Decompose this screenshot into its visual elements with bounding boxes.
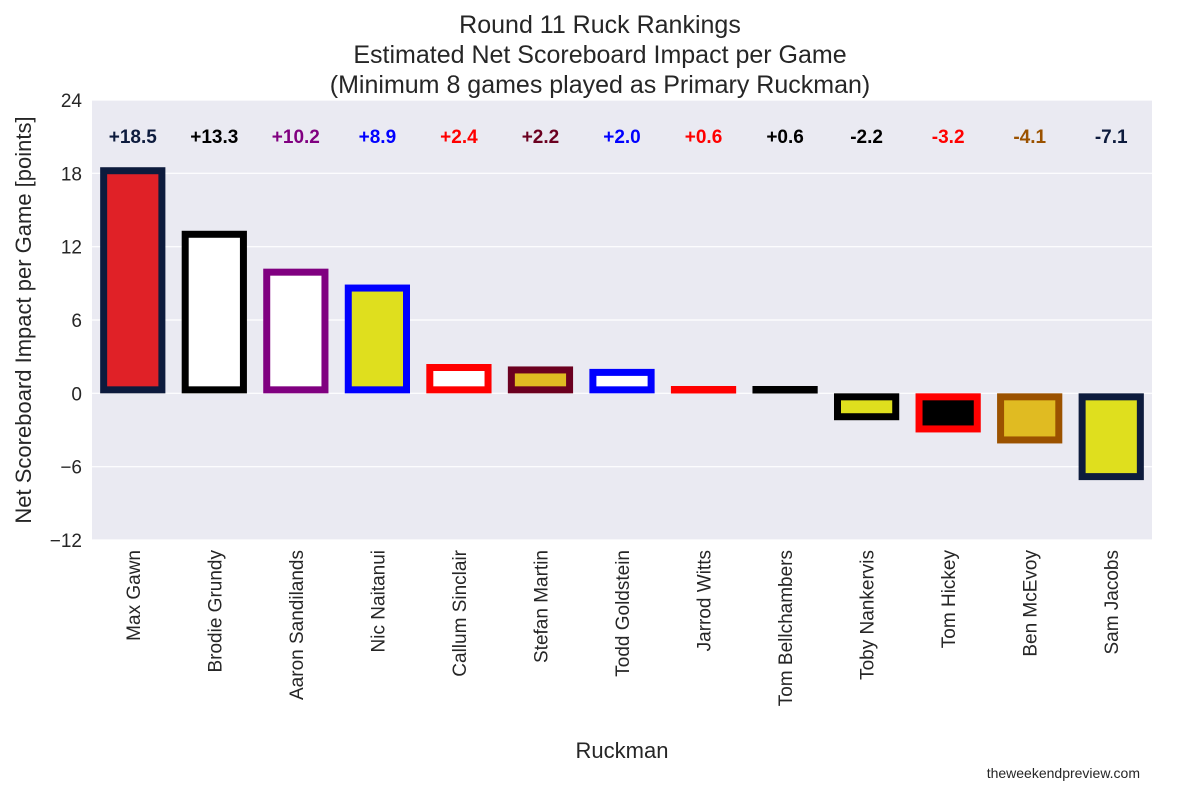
y-tick-label: −6 bbox=[60, 458, 82, 479]
x-axis-label: Ruckman bbox=[576, 738, 669, 763]
y-tick-label: 24 bbox=[61, 91, 83, 112]
bar bbox=[263, 268, 329, 394]
bar bbox=[752, 386, 818, 394]
x-tick-labels: Max Gawn Brodie Grundy Aaron Sandilands Nic… bbox=[124, 549, 1123, 706]
x-tick-label: Ben McEvoy bbox=[1021, 550, 1042, 657]
bar-value-label: +10.2 bbox=[272, 127, 320, 148]
x-tick-label: Callum Sinclair bbox=[450, 549, 471, 676]
bar bbox=[1078, 393, 1144, 481]
bar bbox=[670, 386, 737, 394]
y-tick-label: 6 bbox=[71, 311, 82, 332]
x-tick-label: Todd Goldstein bbox=[613, 550, 634, 677]
bar bbox=[589, 368, 655, 394]
bar-value-label: -2.2 bbox=[850, 127, 883, 148]
bar-value-label: +2.0 bbox=[603, 127, 641, 148]
x-tick-label: Jarrod Witts bbox=[695, 550, 716, 651]
x-tick-label: Tom Hickey bbox=[939, 550, 960, 649]
y-tick-label: 0 bbox=[71, 384, 82, 405]
bar-value-label: +0.6 bbox=[766, 127, 804, 148]
bar-value-label: +2.2 bbox=[522, 127, 560, 148]
x-tick-label: Toby Nankervis bbox=[858, 550, 879, 680]
bar-value-label: -3.2 bbox=[932, 127, 965, 148]
x-tick-label: Brodie Grundy bbox=[205, 550, 226, 673]
y-tick-label: 12 bbox=[61, 238, 82, 259]
x-tick-label: Nic Naitanui bbox=[368, 550, 389, 652]
y-axis-label: Net Scoreboard Impact per Game [points] bbox=[11, 116, 36, 523]
y-tick-label: −12 bbox=[50, 531, 82, 552]
chart-subtitle-line-1: Estimated Net Scoreboard Impact per Game bbox=[353, 41, 847, 69]
bar bbox=[507, 366, 574, 394]
x-tick-label: Stefan Martin bbox=[531, 550, 552, 663]
value-labels: +18.5 +13.3 +10.2 +8.9 +2.4 +2.2 +2.0 +0.6 +0.6 -… bbox=[109, 127, 1128, 148]
y-tick-labels: −12 −6 0 6 12 18 24 bbox=[50, 91, 83, 552]
chart-subtitle-line-2: (Minimum 8 games played as Primary Ruckm… bbox=[329, 71, 871, 99]
bar bbox=[997, 393, 1063, 444]
bar bbox=[915, 393, 981, 433]
bar-value-label: +8.9 bbox=[359, 127, 397, 148]
bars bbox=[100, 167, 1144, 481]
source-credit: theweekendpreview.com bbox=[986, 765, 1140, 781]
bar bbox=[344, 284, 410, 394]
bar-value-label: +13.3 bbox=[190, 127, 238, 148]
bar-value-label: -4.1 bbox=[1013, 127, 1046, 148]
bar bbox=[181, 230, 247, 394]
bar bbox=[426, 364, 492, 394]
chart-title-block: Round 11 Ruck Rankings Estimated Net Sco… bbox=[0, 10, 1200, 100]
x-tick-label: Max Gawn bbox=[124, 550, 145, 641]
bar-value-label: +18.5 bbox=[109, 127, 158, 148]
bar bbox=[834, 393, 900, 421]
x-tick-label: Aaron Sandilands bbox=[287, 550, 308, 700]
bar-value-label: +0.6 bbox=[685, 127, 723, 148]
x-tick-label: Sam Jacobs bbox=[1102, 550, 1123, 655]
x-tick-label: Tom Bellchambers bbox=[776, 550, 797, 706]
chart-title: Round 11 Ruck Rankings bbox=[459, 11, 741, 39]
bar-value-label: -7.1 bbox=[1095, 127, 1128, 148]
y-tick-label: 18 bbox=[61, 164, 82, 185]
bar bbox=[100, 167, 166, 394]
bar-value-label: +2.4 bbox=[440, 127, 478, 148]
